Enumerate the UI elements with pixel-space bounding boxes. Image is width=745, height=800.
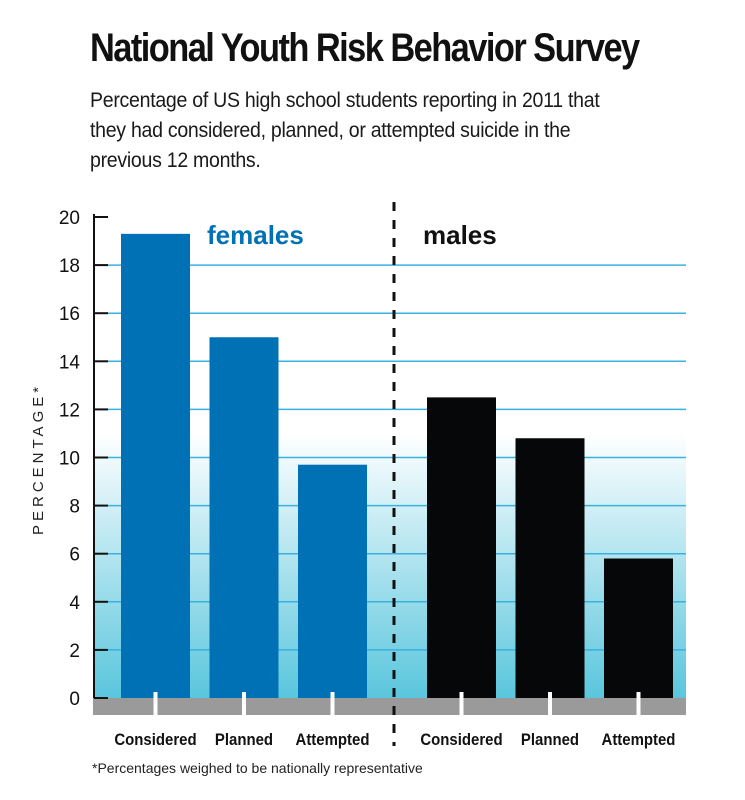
chart-title: National Youth Risk Behavior Survey [90,26,640,70]
y-tick-label: 6 [69,545,80,566]
legend-males: males [423,220,497,250]
y-tick-label: 0 [69,689,80,710]
footnote: *Percentages weighed to be nationally re… [92,760,423,776]
y-tick-label: 10 [59,449,80,470]
bar-females-considered [121,233,190,698]
y-tick-label: 8 [69,497,80,518]
x-tick [459,692,464,715]
y-tick-label: 4 [69,593,80,614]
x-tick-label: Considered [114,731,196,749]
x-tick-label: Planned [215,731,273,749]
bar-females-attempted [298,464,367,698]
x-tick-label: Planned [521,731,579,749]
bar-females-planned [209,337,279,698]
x-tick-label: Considered [420,731,502,749]
x-tick-label: Attempted [296,731,370,749]
bar-males-planned [515,438,585,698]
x-tick [242,692,246,715]
y-tick-label: 16 [59,304,80,325]
bar-males-considered [427,397,496,698]
x-tick [330,692,335,715]
x-tick [636,692,641,715]
y-tick-label: 12 [59,400,80,421]
y-tick-label: 18 [59,256,80,277]
chart-subtitle: Percentage of US high school students re… [90,89,600,172]
y-tick-label: 20 [59,208,80,229]
y-tick-label: 14 [59,352,81,373]
legend-females: females [207,220,304,250]
y-tick-label: 2 [69,641,80,662]
x-tick [548,692,552,715]
baseline-band [93,698,686,715]
x-tick [153,692,158,715]
bar-males-attempted [604,558,673,698]
x-tick-label: Attempted [602,731,676,749]
